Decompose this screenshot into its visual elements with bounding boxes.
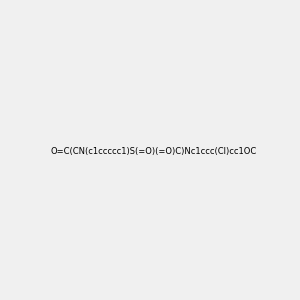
Text: O=C(CN(c1ccccc1)S(=O)(=O)C)Nc1ccc(Cl)cc1OC: O=C(CN(c1ccccc1)S(=O)(=O)C)Nc1ccc(Cl)cc1… [51, 147, 257, 156]
